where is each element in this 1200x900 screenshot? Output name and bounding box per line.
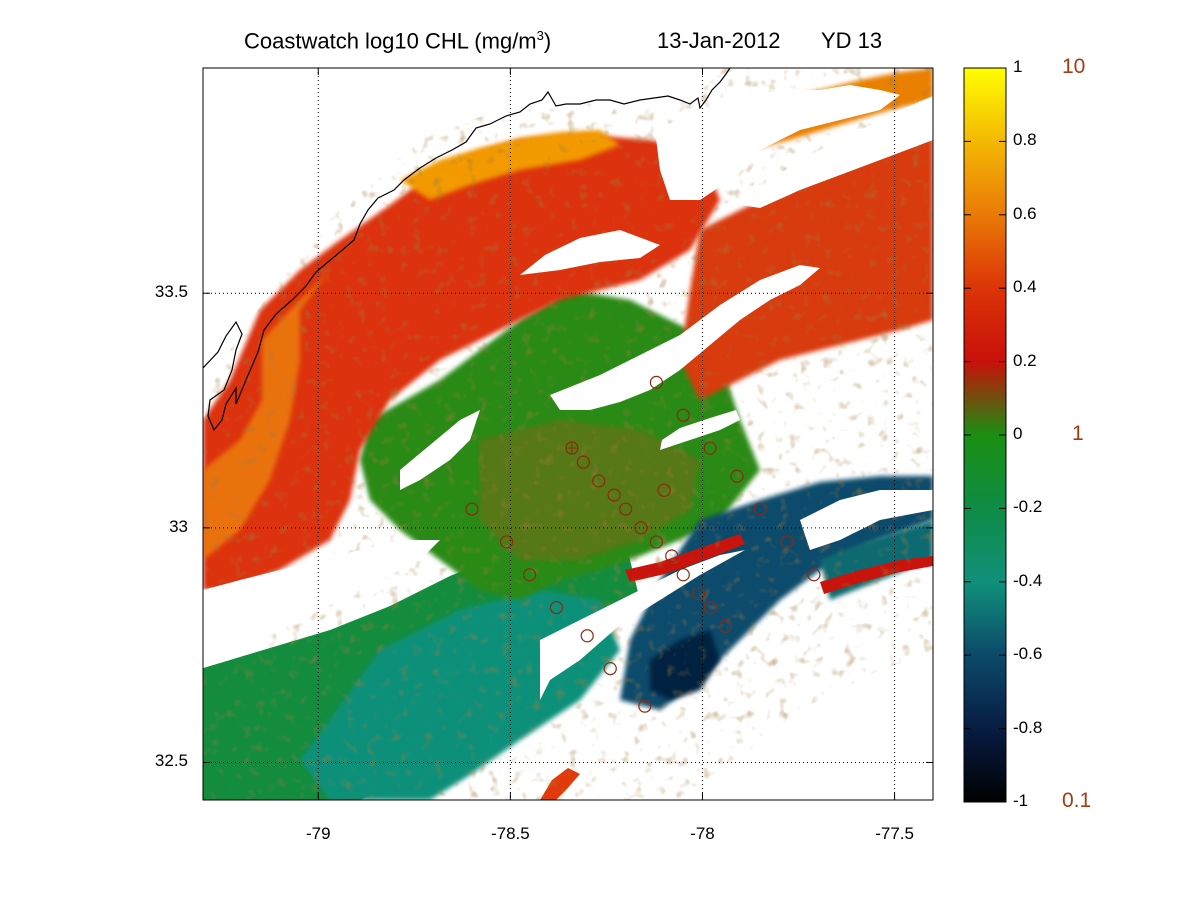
station-marker	[676, 408, 690, 422]
colorbar-tick-label: 0.2	[1013, 350, 1037, 370]
y-tick-label: 32.5	[154, 751, 188, 771]
station-marker	[592, 474, 606, 488]
station-marker	[580, 629, 594, 643]
station-marker	[692, 586, 706, 601]
station-marker	[603, 662, 617, 676]
x-tick-label: -77.5	[875, 824, 914, 843]
cloud-mask-southwest	[203, 540, 440, 668]
colorbar-tick-label: 0.8	[1013, 130, 1037, 150]
grid-lines	[203, 68, 933, 800]
station-marker	[649, 535, 663, 549]
cloud-mask-west	[400, 410, 480, 490]
cloud-mask-mid-east	[660, 410, 740, 450]
colorbar-tick-label: 0	[1013, 424, 1023, 443]
figure-title: Coastwatch log10 CHL (mg/m3)	[244, 28, 551, 54]
station-marker	[638, 699, 652, 713]
cloud-mask-south-central	[540, 550, 745, 700]
station-marker	[780, 535, 794, 549]
cloud-mask-se	[700, 650, 933, 800]
y-tick-label: 33	[169, 516, 188, 536]
station-marker	[465, 502, 479, 516]
cloud-mask-ne	[740, 96, 933, 208]
station-markers	[465, 375, 821, 713]
x-tick-label: -78.5	[490, 824, 530, 843]
colorbar-linear-label: 1	[1072, 422, 1084, 445]
station-marker	[649, 375, 663, 389]
station-marker	[576, 455, 590, 469]
station-marker	[703, 601, 717, 615]
station-marker	[607, 488, 621, 502]
station-marker	[549, 601, 564, 615]
cloud-mask-central-north	[520, 230, 660, 275]
colorbar-linear-label: 0.1	[1062, 789, 1092, 812]
station-marker	[703, 441, 717, 455]
title-yearday: YD 13	[821, 28, 883, 53]
colorbar-tick-label: -0.2	[1013, 497, 1043, 517]
cloud-mask-central	[550, 265, 820, 410]
title-suffix: )	[543, 28, 552, 54]
station-marker	[522, 568, 537, 582]
station-marker	[753, 502, 767, 516]
cloud-mask-offshore-gap	[800, 490, 933, 550]
colorbar-tick-label: 0.6	[1013, 203, 1037, 223]
colorbar-tick-label: 0.4	[1013, 277, 1037, 297]
title-prefix: Coastwatch log10 CHL (mg/m	[244, 28, 537, 54]
title-date: 13-Jan-2012	[657, 28, 781, 53]
station-marker	[807, 568, 821, 582]
map-frame	[202, 67, 934, 801]
y-tick-label: 33.5	[154, 282, 188, 302]
colorbar-ticks	[964, 67, 1006, 803]
axis-ticks	[203, 68, 933, 800]
cloud-mask	[203, 68, 933, 800]
cloud-mask-north	[655, 85, 900, 200]
colorbar-linear-label: 10	[1062, 55, 1086, 78]
map-image	[203, 68, 933, 800]
station-marker	[718, 619, 733, 633]
colorbar-tick-label: -1	[1013, 791, 1029, 810]
station-marker	[730, 469, 744, 483]
cloud-mask-land	[203, 68, 720, 420]
station-marker	[619, 502, 633, 516]
colorbar-tick-label: -0.8	[1013, 717, 1043, 737]
colorbar-tick-label: 1	[1013, 57, 1023, 76]
station-marker	[657, 483, 671, 497]
station-marker	[499, 535, 514, 549]
coastline	[203, 68, 731, 432]
colorbar-tick-label: -0.4	[1013, 570, 1043, 590]
title-superscript: 3	[536, 28, 544, 43]
station-marker	[676, 568, 690, 582]
x-tick-label: -79	[305, 824, 331, 843]
station-marker	[634, 521, 648, 535]
station-marker	[665, 549, 679, 563]
colorbar-tick-label: -0.6	[1013, 644, 1043, 664]
x-tick-label: -78	[690, 824, 715, 843]
